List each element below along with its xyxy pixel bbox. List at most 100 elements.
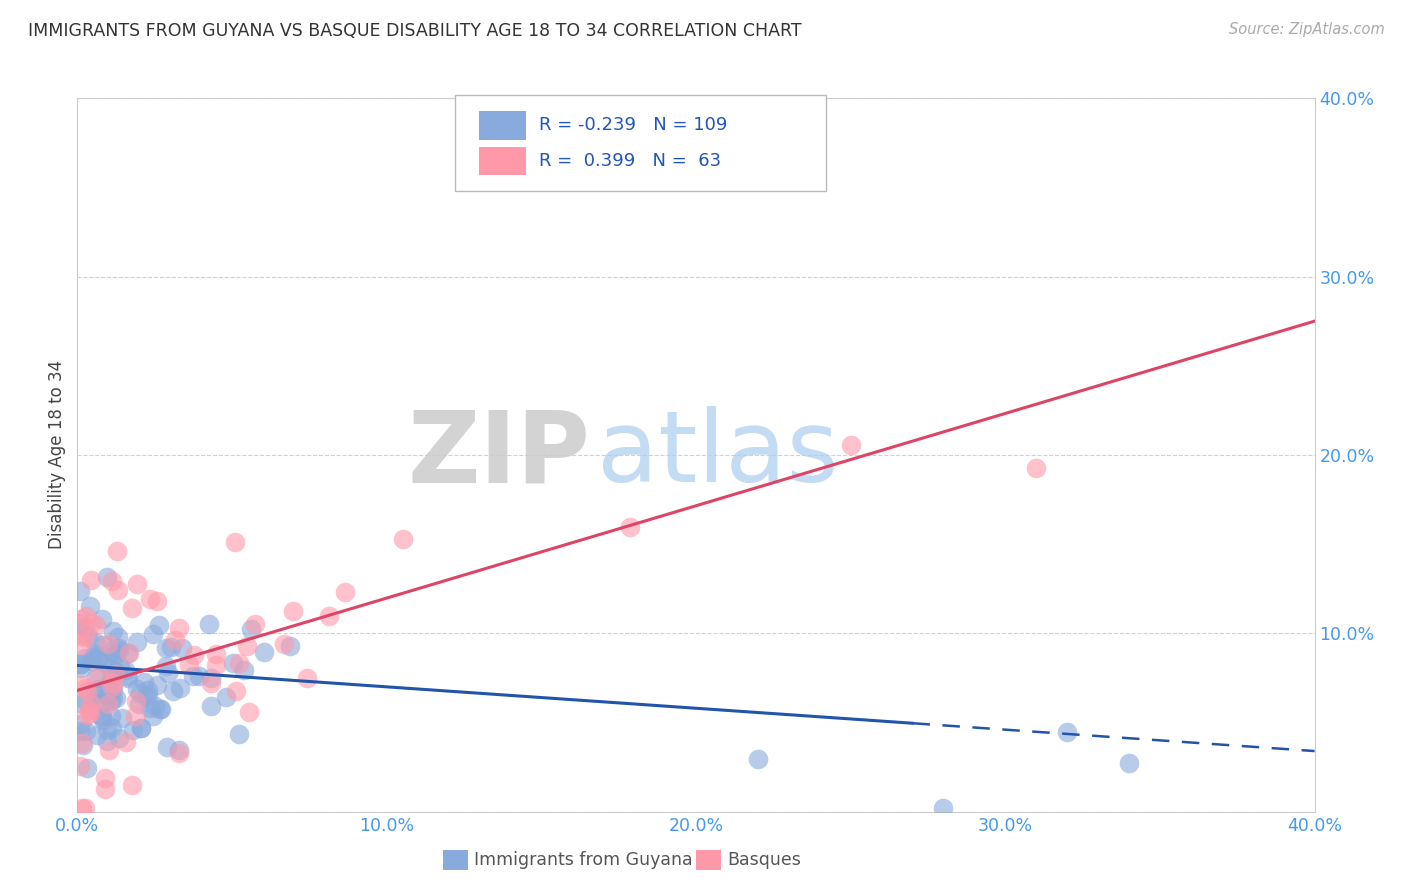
Point [224, 535, 246, 549]
Point [97, 697, 120, 711]
Point [149, 701, 172, 715]
Point [75, 694, 97, 708]
Point [87, 681, 110, 696]
Point [146, 678, 169, 692]
Point [86, 728, 108, 742]
Point [97, 689, 120, 703]
Point [146, 594, 169, 608]
Point [105, 544, 128, 558]
Point [142, 626, 165, 640]
Point [136, 682, 159, 697]
FancyBboxPatch shape [454, 95, 825, 191]
Point [101, 624, 124, 639]
Point [228, 656, 250, 670]
Point [77, 703, 100, 717]
Point [333, 585, 356, 599]
Point [97, 637, 120, 651]
Point [101, 681, 124, 695]
Point [70, 678, 93, 692]
Point [69, 629, 91, 643]
Point [107, 642, 129, 657]
Text: ZIP: ZIP [408, 407, 591, 503]
Point [84, 634, 107, 648]
Point [117, 646, 139, 660]
Point [162, 683, 184, 698]
Point [233, 663, 256, 677]
Point [100, 693, 122, 707]
Text: Source: ZipAtlas.com: Source: ZipAtlas.com [1229, 22, 1385, 37]
Point [183, 648, 205, 662]
Point [118, 646, 141, 660]
Point [104, 666, 127, 681]
Point [150, 702, 173, 716]
Point [122, 723, 145, 737]
Point [93, 782, 115, 797]
Point [215, 690, 238, 704]
Point [177, 658, 200, 673]
Point [156, 666, 179, 681]
Point [187, 668, 209, 682]
Text: atlas: atlas [598, 407, 838, 503]
Point [96, 723, 118, 737]
Point [76, 761, 98, 775]
Point [143, 699, 166, 714]
Text: R =  0.399   N =  63: R = 0.399 N = 63 [538, 152, 721, 169]
Point [225, 684, 247, 698]
Point [79, 706, 101, 721]
Point [69, 615, 91, 630]
Text: IMMIGRANTS FROM GUYANA VS BASQUE DISABILITY AGE 18 TO 34 CORRELATION CHART: IMMIGRANTS FROM GUYANA VS BASQUE DISABIL… [28, 22, 801, 40]
Point [104, 665, 127, 679]
Point [200, 671, 222, 685]
Point [70, 736, 93, 750]
Point [619, 520, 641, 534]
Point [205, 648, 228, 662]
Point [75, 620, 97, 634]
Point [222, 656, 245, 670]
Point [103, 691, 125, 706]
Point [73, 631, 96, 645]
Point [69, 758, 91, 772]
Point [91, 714, 114, 728]
Point [101, 681, 124, 695]
Point [169, 746, 191, 760]
Point [103, 648, 125, 662]
Point [87, 691, 110, 706]
Point [117, 671, 139, 685]
Point [80, 702, 103, 716]
Point [236, 639, 259, 653]
Point [129, 722, 152, 736]
Point [84, 647, 107, 661]
Point [73, 801, 96, 815]
Point [1056, 724, 1078, 739]
Point [80, 615, 103, 630]
Point [128, 686, 150, 700]
Point [110, 711, 132, 725]
Point [253, 645, 276, 659]
Point [84, 671, 107, 685]
Point [87, 669, 110, 683]
Point [156, 740, 179, 755]
Point [107, 583, 129, 598]
Point [70, 639, 93, 653]
Point [121, 778, 143, 792]
Point [69, 723, 91, 738]
Point [100, 644, 122, 658]
Point [132, 675, 155, 690]
Point [70, 801, 93, 815]
Point [129, 721, 152, 735]
Point [100, 721, 122, 735]
Point [121, 601, 143, 615]
Point [115, 735, 138, 749]
Point [243, 616, 266, 631]
Point [114, 663, 136, 677]
Point [90, 709, 112, 723]
Point [72, 738, 94, 752]
Point [76, 684, 98, 698]
Point [142, 709, 165, 723]
Point [104, 691, 127, 706]
Point [278, 640, 301, 654]
Point [90, 709, 112, 723]
Point [91, 696, 114, 710]
Point [76, 708, 98, 723]
Point [107, 731, 129, 746]
